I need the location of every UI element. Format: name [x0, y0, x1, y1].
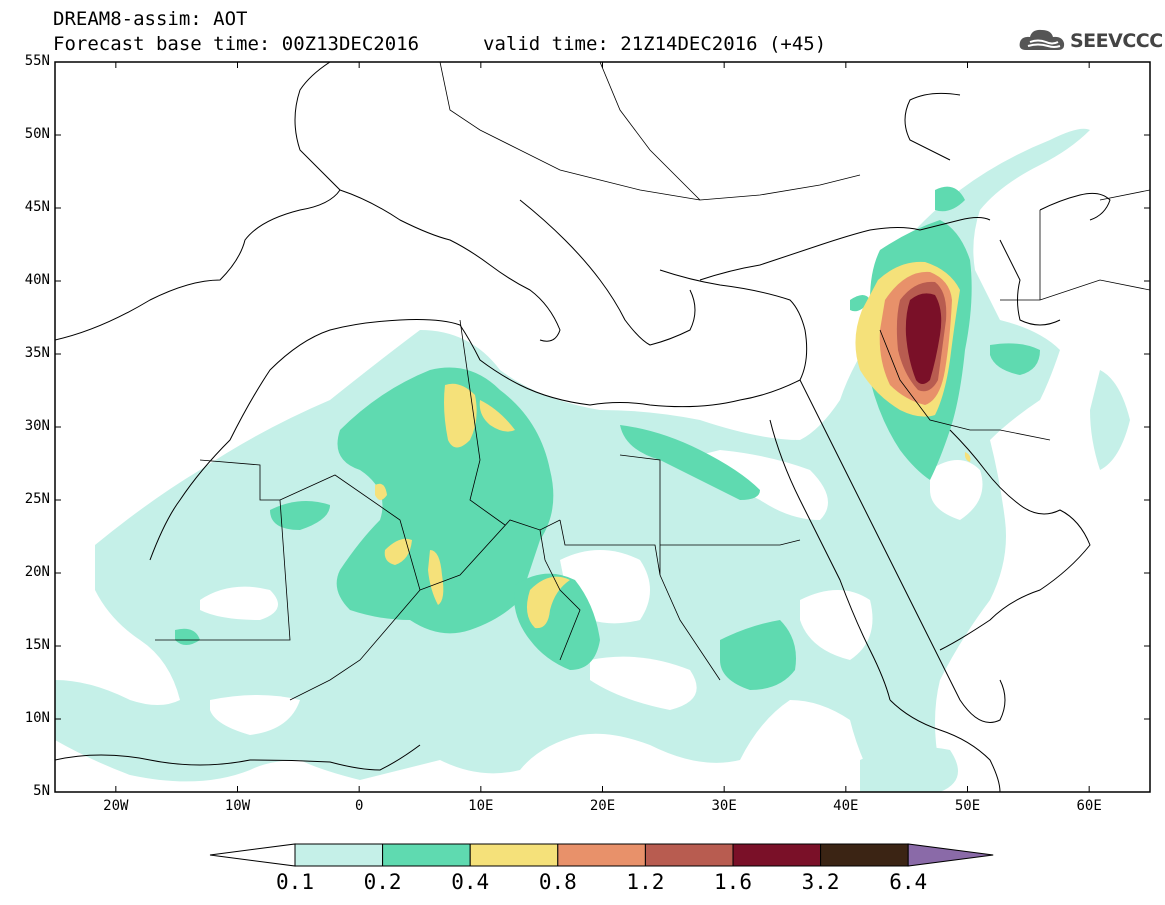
lon-label: 20E	[589, 798, 616, 814]
colorbar-label: 1.2	[626, 870, 665, 894]
colorbar-label: 3.2	[801, 870, 840, 894]
lon-label: 20W	[103, 798, 129, 814]
cloud-logo-icon	[1019, 29, 1065, 50]
lat-label: 50N	[24, 126, 50, 142]
lon-label: 10E	[468, 798, 494, 814]
colorbar-arrow-high	[907, 843, 994, 867]
colorbar-label: 0.2	[363, 870, 402, 894]
lon-label: 60E	[1076, 798, 1102, 814]
colorbar-box	[820, 843, 909, 867]
colorbar-box	[382, 843, 471, 867]
valid-time: valid time: 21Z14DEC2016 (+45)	[483, 33, 827, 55]
colorbar-box	[557, 843, 646, 867]
colorbar-box	[469, 843, 559, 867]
colorbar-label: 0.8	[538, 870, 577, 894]
colorbar-label: 0.4	[451, 870, 490, 894]
colorbar-box	[294, 843, 384, 867]
lat-label: 20N	[24, 564, 50, 580]
colorbar-arrow-low	[209, 843, 296, 867]
lon-label: 10W	[224, 798, 251, 814]
lat-label: 10N	[24, 710, 50, 726]
lat-label: 40N	[24, 272, 50, 288]
title: DREAM8-assim: AOT	[53, 8, 248, 30]
forecast-base-time: Forecast base time: 00Z13DEC2016	[53, 33, 420, 55]
coastlines	[55, 62, 1111, 792]
lat-label: 15N	[24, 637, 50, 653]
logo-text: SEEVCCC	[1070, 30, 1163, 52]
lat-label: 35N	[24, 345, 50, 361]
colorbar-label: 6.4	[889, 870, 928, 894]
lon-label: 50E	[954, 798, 981, 814]
colorbar-box	[732, 843, 822, 867]
aot-contours	[55, 128, 1130, 792]
lat-label: 55N	[24, 53, 50, 69]
colorbar-label: 1.6	[714, 870, 752, 894]
lat-label: 30N	[24, 418, 50, 434]
borders	[155, 62, 1150, 701]
axis-ticks	[55, 61, 1150, 793]
colorbar-label: 0.1	[276, 870, 314, 894]
lon-label: 30E	[711, 798, 737, 814]
lon-label: 40E	[833, 798, 859, 814]
lat-label: 5N	[33, 783, 50, 799]
lat-label: 45N	[24, 199, 50, 215]
lat-label: 25N	[24, 491, 50, 507]
lon-label: 0	[354, 798, 364, 814]
colorbar-box	[644, 843, 734, 867]
